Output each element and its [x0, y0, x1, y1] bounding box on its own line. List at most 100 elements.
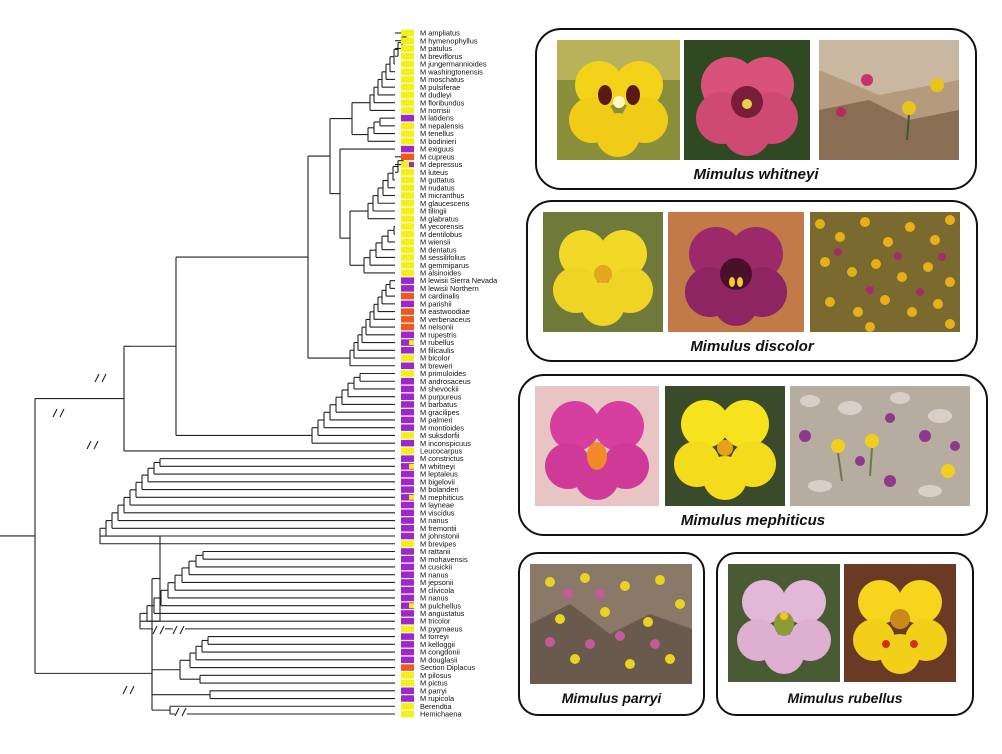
taxon-label: M congdonii [420, 648, 460, 657]
branch-break-mark [122, 685, 135, 695]
panel-mimulus-discolor: Mimulus discolor [526, 200, 978, 362]
flower-color-bar [401, 308, 414, 315]
flower-color-bar [401, 45, 414, 52]
taxon-label: M moschatus [420, 75, 464, 84]
taxon-label: M bicolor [420, 354, 451, 363]
taxon-label: M breviflorus [420, 52, 463, 61]
taxon-label: M hymenophyllus [420, 36, 478, 45]
flower-color-bar [401, 215, 414, 222]
flower-color-bar [401, 463, 414, 470]
flower-color-bar [401, 199, 414, 207]
flower-color-bar [401, 501, 414, 509]
species-name: Mimulus mephiticus [680, 512, 826, 529]
taxon-label: M rattanii [420, 547, 451, 556]
flower-color-bar [401, 347, 414, 354]
taxon-label: M rupicola [420, 694, 455, 703]
flower-color-bar [401, 679, 414, 687]
flower-color-bars [401, 29, 414, 718]
flower-color-mark [409, 340, 414, 346]
taxon-label: M yecorensis [420, 222, 464, 231]
taxon-label: M cusickii [420, 563, 452, 572]
branch-break-mark [94, 373, 107, 383]
flower-color-bar [401, 563, 414, 571]
taxon-label: M breweri [420, 361, 453, 370]
flower-color-bar [401, 138, 414, 145]
taxon-label: M shevockii [420, 385, 459, 394]
flower-color-bar [401, 76, 414, 83]
taxon-label: M angustatus [420, 609, 465, 618]
panel-mimulus-parryi: Mimulus parryi [518, 552, 705, 716]
taxon-label: M suksdorfii [420, 431, 460, 440]
photo-pink-flower-front [535, 386, 659, 506]
flower-color-bar [401, 602, 414, 609]
flower-color-bar [401, 439, 414, 447]
taxon-label: M torreyi [420, 632, 449, 641]
taxon-label: M constrictus [420, 454, 464, 463]
flower-color-mark [409, 603, 414, 609]
flower-color-bar [401, 83, 414, 91]
flower-color-bar [401, 292, 414, 300]
taxon-label: M patulus [420, 44, 452, 53]
taxon-label: M nanus [420, 570, 449, 579]
taxon-label: M luteus [420, 168, 448, 177]
flower-color-bar [401, 362, 414, 370]
photo-yellow-flower-front [844, 564, 956, 682]
flower-color-bar [401, 486, 414, 493]
flower-color-bar [401, 672, 414, 679]
flower-color-bar [401, 687, 414, 695]
branch-break-mark [52, 408, 65, 418]
taxon-label: M nanus [420, 594, 449, 603]
taxon-label: M bodinieri [420, 137, 457, 146]
taxon-label: M bigelovii [420, 477, 455, 486]
taxon-label: M dentilobus [420, 230, 462, 239]
taxon-label: M palmeri [420, 416, 453, 425]
flower-color-bar [401, 238, 414, 246]
branch-break-mark [86, 440, 99, 450]
flower-color-bar [401, 641, 414, 648]
taxon-label: M tricolor [420, 617, 451, 626]
branch-break-mark [152, 625, 165, 635]
taxon-label: M whitneyi [420, 462, 455, 471]
flower-color-bar [401, 586, 414, 594]
panel-mimulus-mephiticus: Mimulus mephiticus [518, 374, 988, 536]
taxon-label: M nepalensis [420, 121, 464, 130]
flower-color-bar [401, 424, 414, 431]
species-name: Mimulus whitneyi [693, 166, 819, 183]
taxon-label: M pulchellus [420, 601, 461, 610]
flower-color-bar [401, 648, 414, 656]
flower-color-bar [401, 354, 414, 362]
flower-color-bar [401, 447, 414, 455]
flower-color-bar [401, 161, 414, 168]
taxon-label: M nudatus [420, 183, 455, 192]
taxon-label: M montioides [420, 423, 464, 432]
taxon-label: M rupestris [420, 330, 457, 339]
flower-color-bar [401, 339, 414, 346]
flower-color-bar [401, 509, 414, 517]
taxon-label: M viscidus [420, 508, 455, 517]
flower-color-bar [401, 269, 414, 277]
flower-color-bar [401, 370, 414, 377]
taxon-label: M purpureus [420, 392, 462, 401]
flower-color-mark [409, 463, 414, 469]
flower-color-bar [401, 571, 414, 578]
taxon-label: M pilosus [420, 671, 452, 680]
species-name: Mimulus rubellus [787, 690, 903, 706]
flower-color-bar [401, 114, 414, 122]
taxon-label: M nanus [420, 516, 449, 525]
taxon-label: M clivicola [420, 586, 455, 595]
taxon-label: M douglasii [420, 655, 458, 664]
flower-color-bar [401, 532, 414, 540]
taxon-label: M tenellus [420, 129, 454, 138]
species-name: Mimulus parryi [561, 690, 662, 706]
flower-color-bar [401, 207, 414, 215]
flower-color-bar [401, 192, 414, 199]
taxon-label: M ampliatus [420, 29, 460, 38]
flower-color-bar [401, 122, 414, 130]
flower-color-bar [401, 130, 414, 137]
photo-pink-flower-front [728, 564, 840, 682]
flower-color-bar [401, 176, 414, 184]
flower-color-bar [401, 617, 414, 625]
taxon-label: M kelloggii [420, 640, 455, 649]
flower-color-bar [401, 555, 414, 563]
